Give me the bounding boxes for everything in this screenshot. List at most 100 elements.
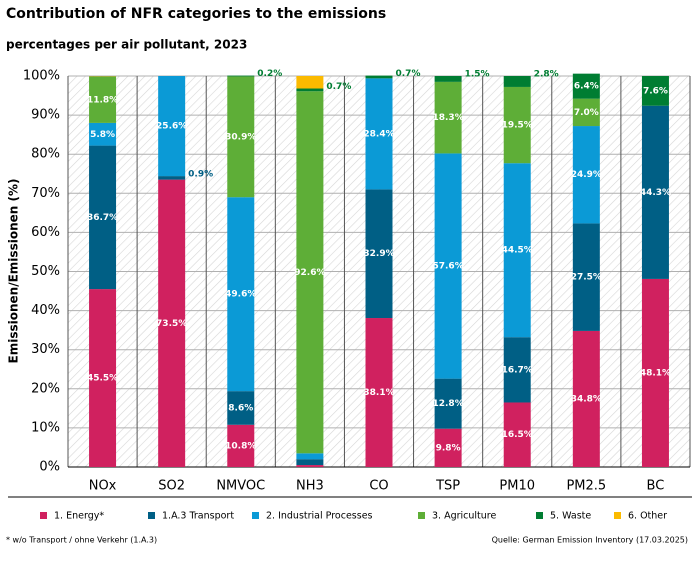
bar-segment xyxy=(365,189,393,319)
bar-segment xyxy=(296,465,324,467)
data-label: 48.1% xyxy=(640,368,671,378)
y-tick-label: 80% xyxy=(31,147,60,162)
bar-segment xyxy=(296,76,324,89)
bar-segment xyxy=(572,330,600,467)
bar-segment xyxy=(434,76,462,82)
data-label: 0.9% xyxy=(188,170,213,180)
data-label: 1.5% xyxy=(465,70,490,80)
y-tick-label: 0% xyxy=(39,460,60,475)
data-label: 38.1% xyxy=(363,388,394,398)
data-label: 2.8% xyxy=(534,70,559,80)
data-label: 32.9% xyxy=(363,249,394,259)
data-label: 16.5% xyxy=(502,430,533,440)
bar-segment xyxy=(227,76,255,198)
data-label: 30.9% xyxy=(225,132,256,142)
y-tick-label: 70% xyxy=(31,186,60,201)
legend-label: 1. Energy* xyxy=(54,511,104,522)
bar-segment xyxy=(434,428,462,467)
y-tick-label: 40% xyxy=(31,303,60,318)
legend-swatch xyxy=(148,512,155,519)
bar-segment xyxy=(503,86,531,164)
legend-swatch xyxy=(614,512,621,519)
bar-segment xyxy=(572,98,600,127)
data-label: 10.8% xyxy=(225,441,256,451)
bar-segment xyxy=(158,76,186,177)
legend-label: 1.A.3 Transport xyxy=(162,511,234,522)
bar-segment xyxy=(503,76,531,87)
data-label: 19.5% xyxy=(502,121,533,131)
data-label: 34.8% xyxy=(571,394,602,404)
data-label: 28.4% xyxy=(363,129,394,139)
data-label: 11.8% xyxy=(87,95,118,105)
bar-segment xyxy=(89,76,117,123)
bar-segment xyxy=(158,176,186,180)
y-axis-label: Emissionen/Emissionen (%) xyxy=(7,179,21,364)
data-label: 7.0% xyxy=(574,108,599,118)
data-label: 16.7% xyxy=(502,365,533,375)
legend-swatch xyxy=(252,512,259,519)
bar-segment xyxy=(434,81,462,154)
chart-subtitle: percentages per air pollutant, 2023 xyxy=(6,38,247,52)
bar-segment xyxy=(641,105,669,279)
legend-label: 5. Waste xyxy=(550,511,591,522)
y-tick-label: 20% xyxy=(31,381,60,396)
bar-segment xyxy=(641,278,669,467)
bar-segment xyxy=(572,126,600,224)
data-label: 45.5% xyxy=(87,374,118,384)
bar-segment xyxy=(296,459,324,466)
bar-segment xyxy=(572,223,600,331)
x-tick-label: BC xyxy=(647,479,665,494)
x-tick-label: PM2.5 xyxy=(566,479,606,494)
bar-segment xyxy=(365,75,393,79)
bar-segment xyxy=(503,402,531,467)
data-label: 24.9% xyxy=(571,170,602,180)
legend-swatch xyxy=(40,512,47,519)
bar-segment xyxy=(503,337,531,403)
source: Quelle: German Emission Inventory (17.03… xyxy=(492,536,688,545)
bar-segment xyxy=(365,318,393,467)
y-tick-label: 30% xyxy=(31,342,60,357)
bar-segment xyxy=(503,163,531,338)
data-label: 9.8% xyxy=(436,443,461,453)
legend-label: 2. Industrial Processes xyxy=(266,511,373,522)
data-label: 44.3% xyxy=(640,188,671,198)
x-tick-label: NH3 xyxy=(296,479,324,494)
y-tick-label: 100% xyxy=(23,69,60,84)
bar-segment xyxy=(434,378,462,429)
bar-segment xyxy=(89,289,117,467)
bar-segment xyxy=(572,73,600,99)
data-label: 49.6% xyxy=(225,290,256,300)
chart-title: Contribution of NFR categories to the em… xyxy=(6,6,386,22)
x-tick-label: NMVOC xyxy=(216,479,265,494)
x-tick-label: CO xyxy=(369,479,388,494)
data-label: 7.6% xyxy=(643,86,668,96)
legend-swatch xyxy=(418,512,425,519)
bar-segment xyxy=(434,153,462,379)
data-label: 27.5% xyxy=(571,273,602,283)
footnote: * w/o Transport / ohne Verkehr (1.A.3) xyxy=(6,536,157,545)
y-tick-label: 10% xyxy=(31,420,60,435)
data-label: 57.6% xyxy=(432,262,463,272)
bar-segment xyxy=(296,91,324,454)
bar-segment xyxy=(296,453,324,460)
data-label: 36.7% xyxy=(87,213,118,223)
legend-label: 6. Other xyxy=(628,511,667,522)
bar-segment xyxy=(641,76,669,106)
bar-segment xyxy=(158,179,186,468)
bar-segment xyxy=(89,145,117,290)
bar-segment xyxy=(227,424,255,467)
x-tick-label: PM10 xyxy=(499,479,535,494)
bar-segment xyxy=(227,75,255,77)
data-label: 6.4% xyxy=(574,82,599,92)
x-tick-label: SO2 xyxy=(158,479,185,494)
legend-swatch xyxy=(536,512,543,519)
data-label: 44.5% xyxy=(502,246,533,256)
bar-segment xyxy=(227,391,255,425)
y-tick-label: 90% xyxy=(31,108,60,123)
data-label: 8.6% xyxy=(228,403,253,413)
x-tick-label: TSP xyxy=(435,479,460,494)
data-label: 5.8% xyxy=(90,130,115,140)
data-label: 25.6% xyxy=(156,122,187,132)
legend-label: 3. Agriculture xyxy=(432,511,496,522)
